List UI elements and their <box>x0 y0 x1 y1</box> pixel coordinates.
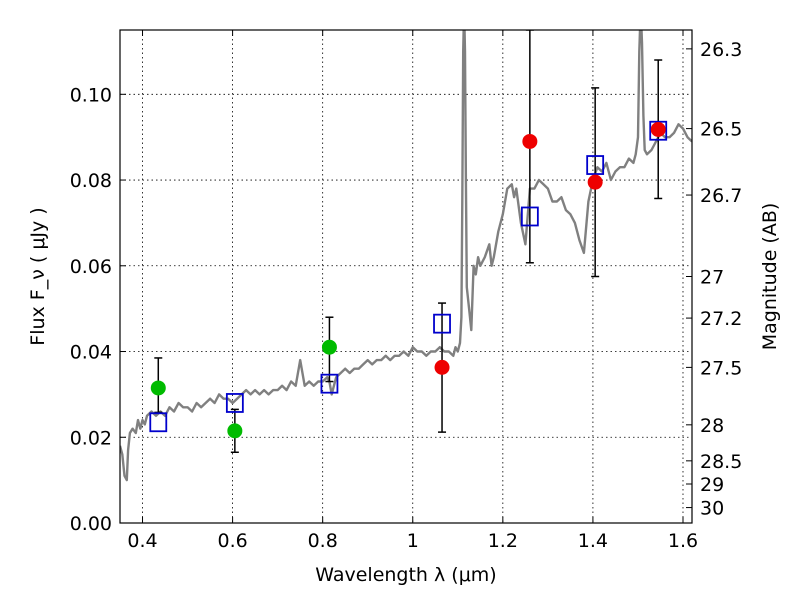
x-tick-label: 1.2 <box>488 530 518 552</box>
optical-data-point <box>227 423 243 439</box>
nir-data-point <box>587 174 603 190</box>
x-tick-label: 0.8 <box>308 530 338 552</box>
model-point <box>225 393 244 413</box>
nir-data-point <box>522 133 538 149</box>
x-tick-label: 1.4 <box>578 530 608 552</box>
nir-data-point <box>434 359 450 375</box>
y-tick-label: 0.08 <box>70 170 112 192</box>
right-axis-label: Magnitude (AB) <box>759 203 781 351</box>
y-tick-label: 0.06 <box>70 256 112 278</box>
y-tick-label: 0.02 <box>70 427 112 449</box>
optical-data-point <box>321 339 337 355</box>
spectrum-line <box>120 30 692 482</box>
right-tick-label: 30 <box>700 498 724 520</box>
model-point <box>586 155 605 175</box>
x-tick-label: 0.6 <box>217 530 247 552</box>
right-tick-label: 27 <box>700 267 724 289</box>
axis-ticks: 0.4 0.6 0.8 1 1.2 1.4 1.6 0.00 0.02 0.04 0.06 0.08 0… <box>70 30 742 552</box>
right-tick-label: 26.7 <box>700 185 742 207</box>
plot-area <box>120 30 692 482</box>
x-tick-label: 1 <box>407 530 419 552</box>
model-point <box>649 120 668 141</box>
right-tick-label: 28 <box>700 415 724 437</box>
model-point <box>520 206 539 227</box>
y-tick-label: 0.04 <box>70 342 112 364</box>
optical-data-point <box>150 380 166 396</box>
right-tick-label: 26.5 <box>700 119 742 141</box>
nir-data-point <box>650 121 666 137</box>
model-point <box>149 412 168 433</box>
right-tick-label: 28.5 <box>700 451 742 473</box>
right-tick-label: 26.3 <box>700 39 742 61</box>
right-tick-label: 27.5 <box>700 357 742 379</box>
y-axis-label: Flux F_ν ( μJy ) <box>27 207 49 345</box>
x-tick-label: 1.6 <box>668 530 698 552</box>
model-point <box>320 373 339 394</box>
right-tick-label: 27.2 <box>700 308 742 330</box>
x-tick-label: 0.4 <box>127 530 157 552</box>
y-tick-label: 0.00 <box>70 513 112 535</box>
model-point <box>433 313 451 334</box>
right-tick-label: 29 <box>700 474 724 496</box>
y-tick-label: 0.10 <box>70 84 112 106</box>
x-axis-label: Wavelength λ (μm) <box>315 564 496 586</box>
